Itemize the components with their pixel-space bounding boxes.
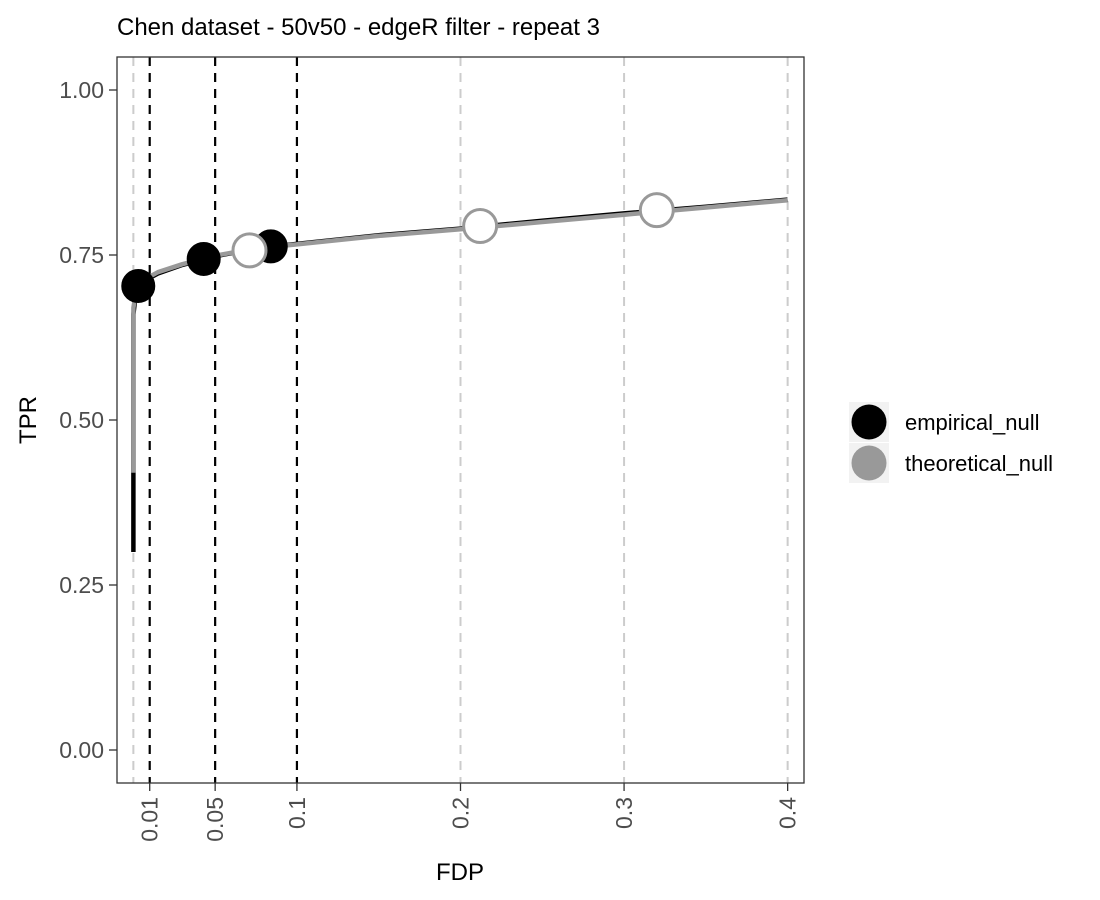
y-axis: 0.00 0.25 0.50 0.75 1.00 — [59, 77, 117, 763]
y-tick-label: 0.75 — [59, 242, 104, 268]
y-tick-label: 0.00 — [59, 737, 104, 763]
legend: empirical_null theoretical_null — [849, 402, 1053, 483]
x-tick-label: 0.3 — [611, 797, 637, 829]
chart-title: Chen dataset - 50v50 - edgeR filter - re… — [117, 14, 600, 41]
legend-key-theoretical_null — [851, 445, 887, 481]
point-empirical_null — [121, 269, 156, 304]
x-tick-label: 0.2 — [448, 797, 474, 829]
point-empirical_null — [186, 241, 221, 276]
legend-label-theoretical_null: theoretical_null — [905, 451, 1053, 476]
point-theoretical_null — [231, 232, 268, 269]
series-points — [121, 192, 675, 304]
x-axis-title: FDP — [436, 859, 484, 886]
y-tick-label: 1.00 — [59, 77, 104, 103]
point-theoretical_null — [638, 192, 675, 229]
y-tick-label: 0.50 — [59, 407, 104, 433]
y-tick-label: 0.25 — [59, 572, 104, 598]
y-axis-title: TPR — [15, 396, 42, 444]
x-tick-label: 0.05 — [202, 797, 228, 842]
point-theoretical_null — [462, 207, 499, 244]
legend-key-empirical_null — [851, 404, 887, 440]
plot-panel — [116, 56, 805, 784]
legend-label-empirical_null: empirical_null — [905, 410, 1040, 435]
x-axis: 0.01 0.05 0.1 0.2 0.3 0.4 — [137, 783, 801, 842]
x-tick-label: 0.01 — [137, 797, 163, 842]
reference-lines — [132, 57, 789, 783]
x-tick-label: 0.1 — [284, 797, 310, 829]
x-tick-label: 0.4 — [775, 797, 801, 829]
